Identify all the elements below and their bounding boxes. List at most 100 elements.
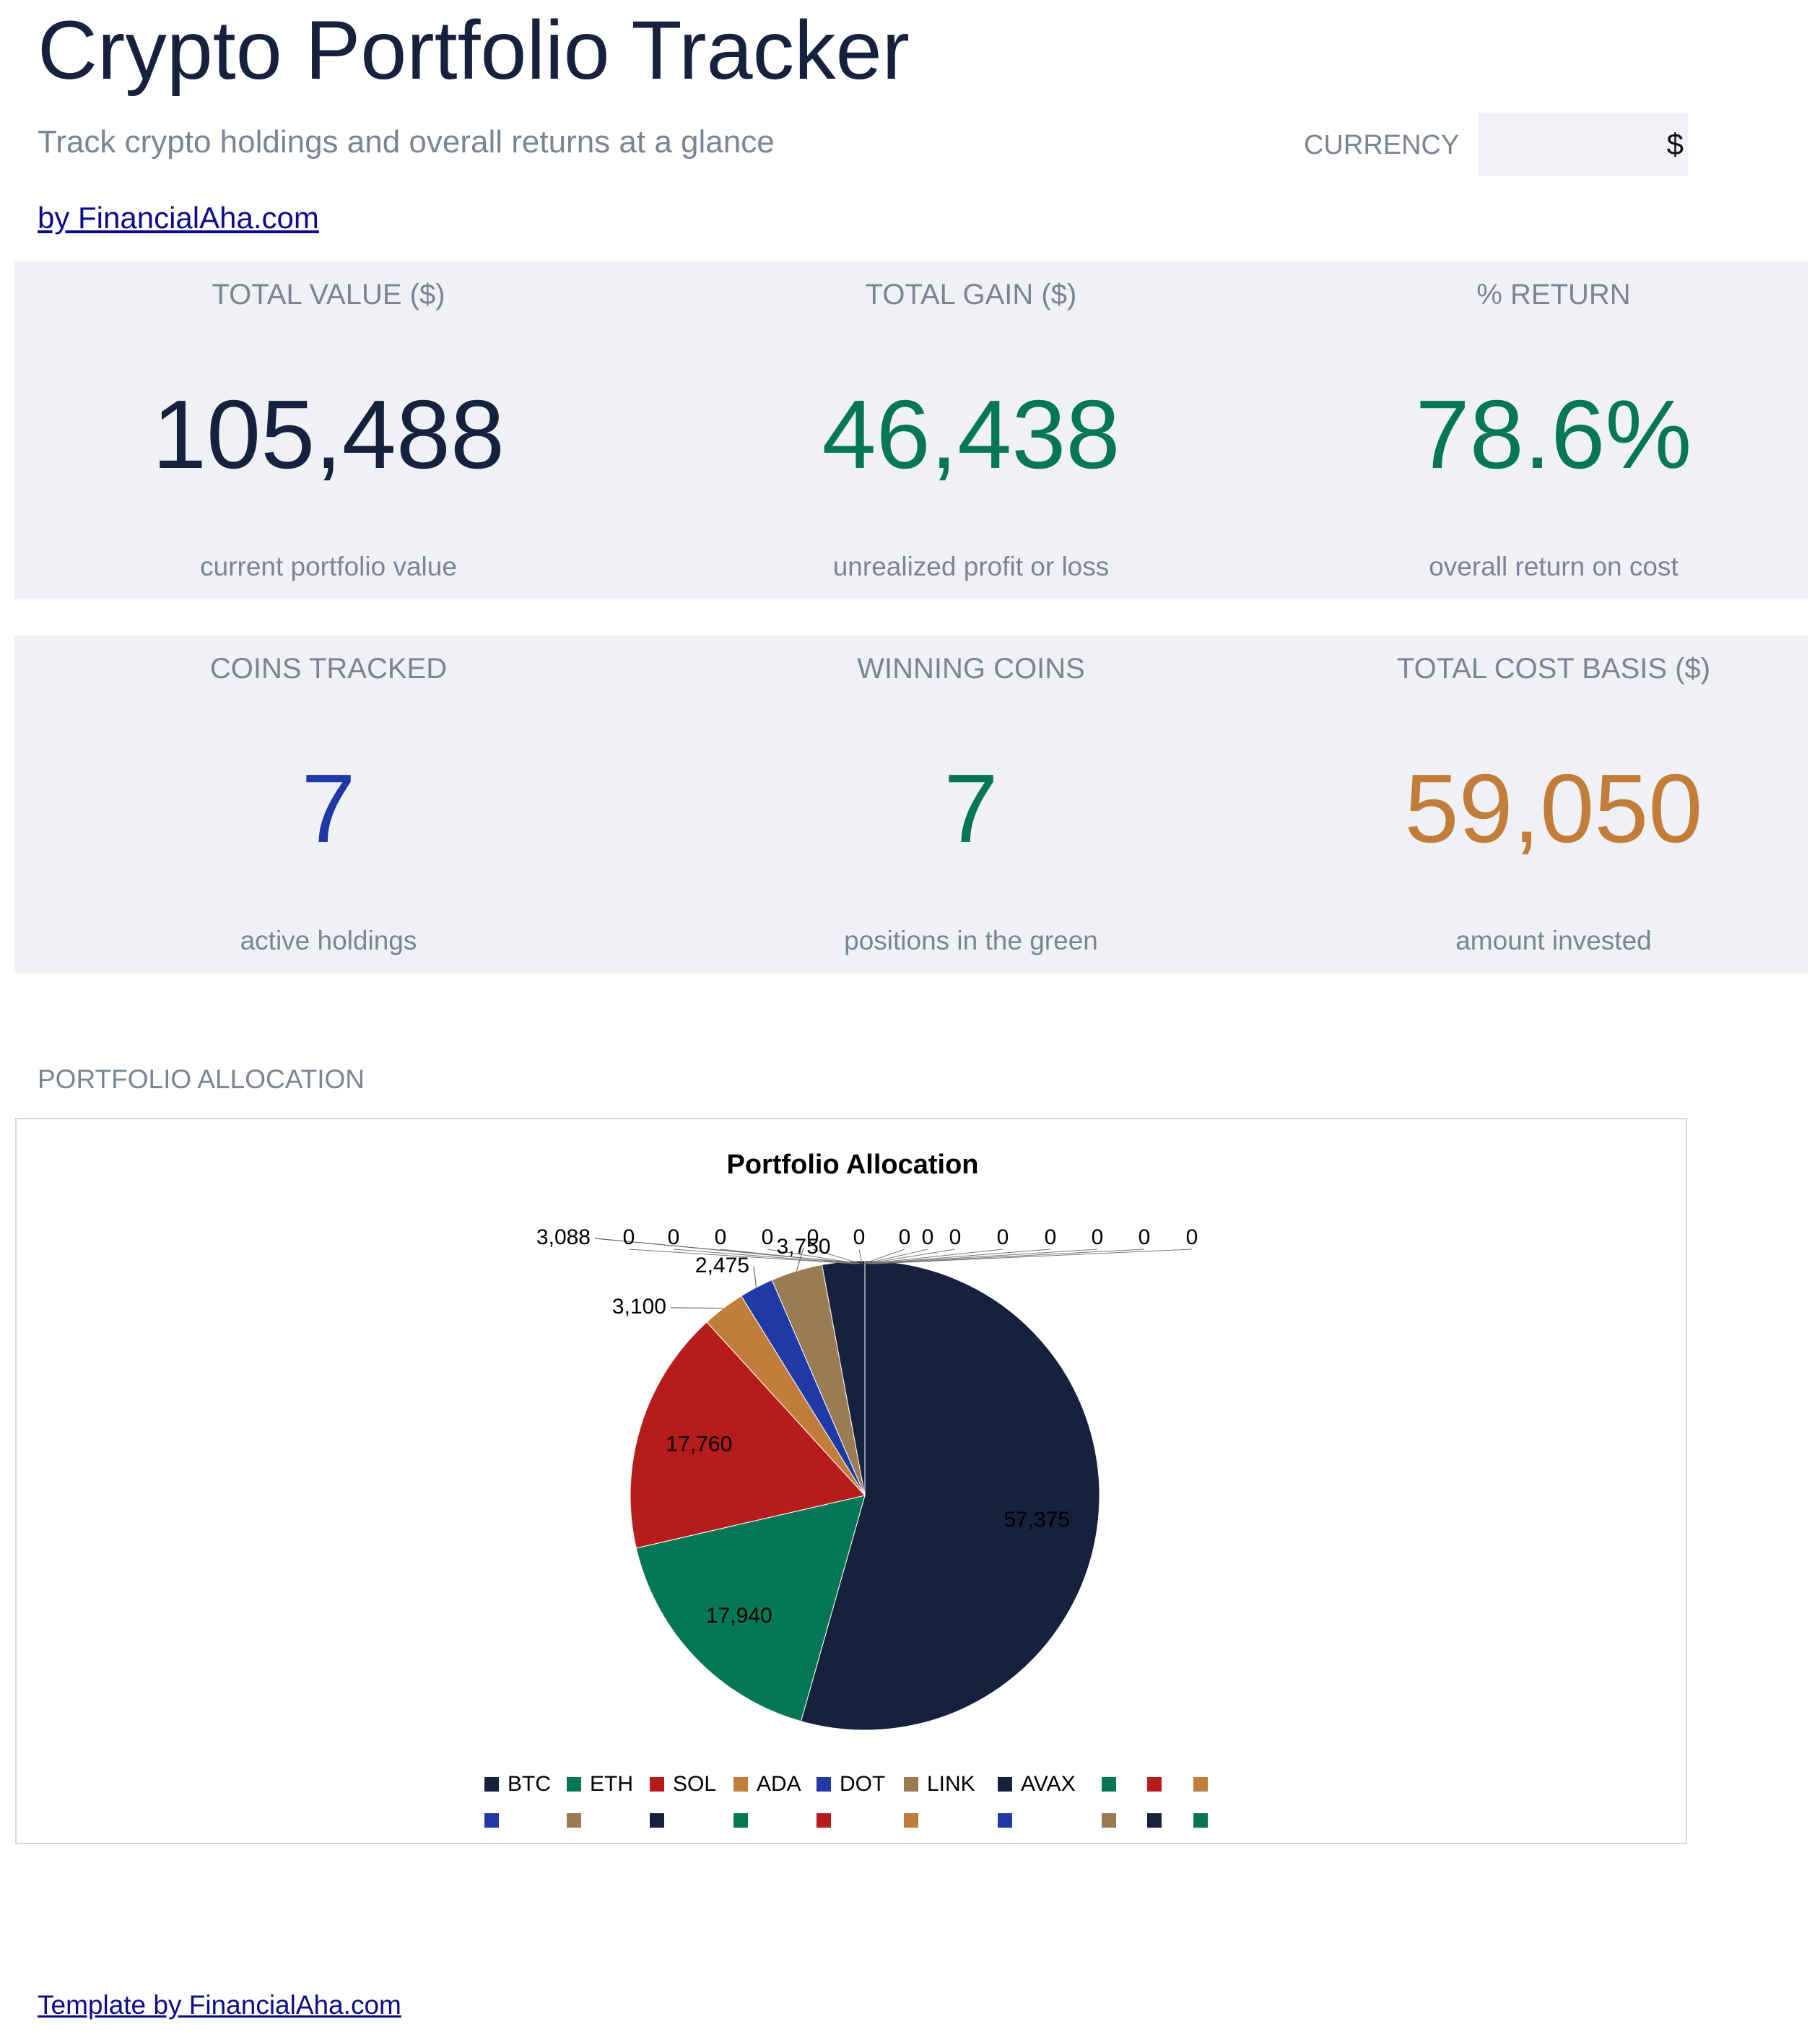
leader-line: [867, 1249, 1003, 1264]
data-label-dot: 2,475: [695, 1254, 749, 1277]
byline-link[interactable]: by FinancialAha.com: [38, 201, 319, 235]
data-label-zero: 0: [668, 1225, 680, 1249]
pie-slice-eth[interactable]: [635, 1495, 866, 1722]
pie-slice-sol[interactable]: [630, 1321, 866, 1549]
kpi-label: TOTAL VALUE ($): [212, 279, 445, 311]
pie-slice-avax[interactable]: [821, 1260, 866, 1496]
data-label-zero: 0: [922, 1225, 934, 1249]
legend-swatch-dot: [817, 1777, 831, 1792]
legend-label-dot: DOT: [840, 1772, 885, 1796]
kpi-total-value: TOTAL VALUE ($) 105,488 current portfoli…: [14, 261, 643, 599]
kpi-total-cost-basis: TOTAL COST BASIS ($) 59,050 amount inves…: [1299, 635, 1808, 973]
data-label-eth: 17,940: [706, 1604, 772, 1628]
legend-swatch-empty: [733, 1813, 748, 1828]
leader-line: [864, 1249, 928, 1264]
legend-swatch-link: [904, 1777, 918, 1792]
allocation-chart[interactable]: Portfolio Allocation 57,375 17,940 17,760 3…: [15, 1118, 1687, 1844]
data-label-zero: 0: [853, 1225, 866, 1249]
kpi-caption: overall return on cost: [1429, 552, 1679, 581]
kpi-value: 105,488: [152, 380, 505, 489]
data-label-ada: 3,100: [612, 1295, 666, 1319]
legend-swatch-empty: [1193, 1777, 1208, 1792]
kpi-label: WINNING COINS: [857, 653, 1085, 685]
data-label-zero: 0: [1138, 1225, 1151, 1249]
kpi-value: 59,050: [1404, 754, 1703, 863]
leader-line: [628, 1249, 855, 1264]
kpi-total-gain: TOTAL GAIN ($) 46,438 unrealized profit …: [643, 261, 1299, 599]
kpi-value: 78.6%: [1415, 380, 1692, 489]
kpi-value: 7: [944, 754, 998, 863]
legend-label-btc: BTC: [508, 1772, 551, 1796]
legend-swatch-ada: [733, 1777, 748, 1792]
pie-chart-svg: Portfolio Allocation 57,375 17,940 17,760 3…: [484, 1150, 1208, 1828]
chart-legend: BTC ETH SOL ADA DOT LINK AVAX: [484, 1772, 1208, 1828]
kpi-caption: positions in the green: [844, 926, 1098, 955]
data-label-zero: 0: [1045, 1225, 1057, 1249]
data-label-btc: 57,375: [1003, 1508, 1070, 1532]
footer-template-link[interactable]: Template by FinancialAha.com: [38, 1990, 401, 2020]
legend-label-avax: AVAX: [1021, 1772, 1076, 1796]
data-label-zero: 0: [715, 1225, 727, 1249]
section-title-allocation: PORTFOLIO ALLOCATION: [38, 1064, 365, 1094]
kpi-caption: amount invested: [1455, 926, 1652, 955]
legend-swatch-empty: [1102, 1813, 1116, 1828]
legend-swatch-avax: [998, 1777, 1012, 1792]
kpi-value: 46,438: [822, 380, 1120, 489]
page-subtitle: Track crypto holdings and overall return…: [38, 124, 775, 160]
legend-label-sol: SOL: [673, 1772, 716, 1796]
legend-label-ada: ADA: [757, 1772, 801, 1796]
data-label-avax: 3,088: [536, 1225, 591, 1249]
leader-line: [868, 1249, 1051, 1264]
kpi-panel-top: TOTAL VALUE ($) 105,488 current portfoli…: [14, 261, 1808, 599]
pie-slices: [630, 1260, 1100, 1731]
legend-label-link: LINK: [927, 1772, 975, 1796]
kpi-label: % RETURN: [1476, 279, 1631, 311]
legend-swatch-empty: [650, 1813, 664, 1828]
legend-swatch-btc: [484, 1777, 499, 1792]
data-label-zero: 0: [997, 1225, 1009, 1249]
data-label-zero: 0: [762, 1225, 774, 1249]
legend-swatch-empty: [1147, 1813, 1162, 1828]
data-label-zero: 0: [899, 1225, 911, 1249]
legend-swatch-empty: [484, 1813, 499, 1828]
leader-line: [871, 1249, 1145, 1264]
leader-line: [753, 1266, 757, 1288]
data-label-zero: 0: [1186, 1225, 1198, 1249]
kpi-label: COINS TRACKED: [209, 653, 448, 685]
legend-swatch-empty: [904, 1813, 918, 1828]
page-title: Crypto Portfolio Tracker: [38, 4, 910, 97]
kpi-caption: unrealized profit or loss: [832, 552, 1110, 581]
data-label-link: 3,750: [776, 1235, 830, 1259]
data-label-zero: 0: [949, 1225, 962, 1249]
leader-line: [673, 1249, 857, 1264]
kpi-label: TOTAL GAIN ($): [865, 279, 1077, 311]
legend-label-eth: ETH: [590, 1772, 633, 1796]
currency-label: CURRENCY: [1304, 130, 1460, 160]
leader-line: [870, 1249, 1098, 1264]
kpi-label: TOTAL COST BASIS ($): [1396, 653, 1711, 685]
leader-line: [863, 1249, 905, 1264]
chart-title: Portfolio Allocation: [726, 1150, 978, 1180]
leader-line: [767, 1249, 860, 1264]
leader-line: [873, 1249, 1193, 1264]
kpi-winning-coins: WINNING COINS 7 positions in the green: [643, 635, 1299, 973]
legend-swatch-empty: [1102, 1777, 1116, 1792]
kpi-panel-bottom: COINS TRACKED 7 active holdings WINNING …: [14, 635, 1808, 973]
pie-slice-btc[interactable]: [800, 1260, 1100, 1731]
currency-input[interactable]: [1479, 113, 1688, 176]
leader-line: [858, 1249, 863, 1264]
legend-swatch-empty: [1193, 1813, 1208, 1828]
kpi-caption: current portfolio value: [200, 552, 457, 581]
kpi-coins-tracked: COINS TRACKED 7 active holdings: [14, 635, 643, 973]
legend-swatch-empty: [817, 1813, 831, 1828]
data-label-zero: 0: [807, 1225, 819, 1249]
legend-swatch-sol: [650, 1777, 664, 1792]
kpi-value: 7: [301, 754, 356, 863]
legend-swatch-empty: [567, 1813, 581, 1828]
data-label-zero: 0: [1092, 1225, 1104, 1249]
leader-line: [720, 1249, 858, 1264]
leader-line: [812, 1249, 861, 1264]
kpi-percent-return: % RETURN 78.6% overall return on cost: [1299, 261, 1808, 599]
leader-lines: [594, 1238, 1193, 1309]
